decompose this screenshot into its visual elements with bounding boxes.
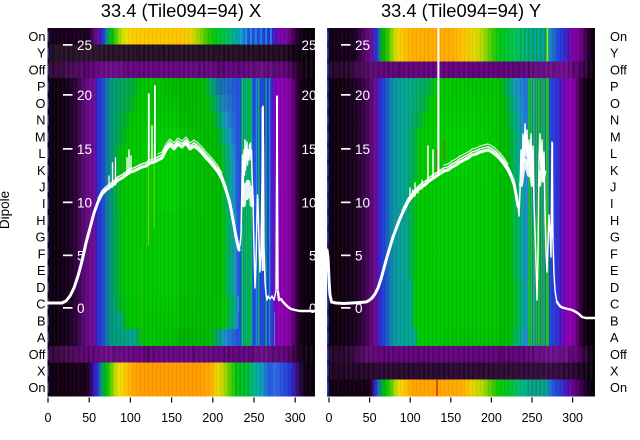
svg-text:J: J <box>610 180 616 195</box>
svg-text:E: E <box>37 263 46 278</box>
svg-text:Y: Y <box>610 46 619 61</box>
svg-text:250: 250 <box>522 411 543 425</box>
svg-text:Off: Off <box>29 62 46 77</box>
svg-text:F: F <box>610 246 618 261</box>
svg-text:P: P <box>610 79 619 94</box>
svg-text:A: A <box>37 330 46 345</box>
svg-text:O: O <box>610 96 620 111</box>
svg-text:On: On <box>610 380 627 395</box>
svg-text:250: 250 <box>244 411 265 425</box>
svg-text:5: 5 <box>309 248 317 263</box>
svg-text:E: E <box>610 263 619 278</box>
svg-text:L: L <box>38 146 45 161</box>
svg-text:C: C <box>36 297 45 312</box>
svg-text:20: 20 <box>77 88 92 103</box>
svg-text:25: 25 <box>355 38 370 53</box>
svg-text:20: 20 <box>301 88 316 103</box>
svg-text:0: 0 <box>309 301 317 316</box>
svg-text:300: 300 <box>285 411 306 425</box>
svg-text:Off: Off <box>610 62 627 77</box>
svg-text:P: P <box>37 79 46 94</box>
svg-text:200: 200 <box>481 411 502 425</box>
svg-text:H: H <box>36 213 45 228</box>
svg-text:L: L <box>610 146 617 161</box>
svg-text:50: 50 <box>82 411 96 425</box>
svg-text:On: On <box>610 29 627 44</box>
svg-text:I: I <box>610 196 614 211</box>
svg-text:K: K <box>37 163 46 178</box>
svg-text:15: 15 <box>77 142 92 157</box>
svg-text:33.4 (Tile094=94) Y: 33.4 (Tile094=94) Y <box>381 0 541 21</box>
svg-text:B: B <box>37 313 46 328</box>
svg-text:100: 100 <box>400 411 421 425</box>
svg-text:0: 0 <box>45 411 52 425</box>
svg-text:10: 10 <box>77 195 92 210</box>
svg-text:20: 20 <box>355 88 370 103</box>
svg-text:H: H <box>610 213 619 228</box>
svg-text:C: C <box>610 297 619 312</box>
svg-text:B: B <box>610 313 619 328</box>
svg-text:On: On <box>28 29 45 44</box>
svg-text:25: 25 <box>301 38 316 53</box>
svg-text:5: 5 <box>355 248 363 263</box>
svg-text:33.4 (Tile094=94) X: 33.4 (Tile094=94) X <box>101 0 261 21</box>
svg-text:Off: Off <box>610 347 627 362</box>
svg-text:50: 50 <box>363 411 377 425</box>
svg-text:Dipole: Dipole <box>0 191 12 229</box>
svg-text:N: N <box>610 113 619 128</box>
svg-text:M: M <box>35 129 46 144</box>
svg-text:150: 150 <box>440 411 461 425</box>
svg-text:I: I <box>42 196 46 211</box>
svg-text:0: 0 <box>326 411 333 425</box>
svg-text:300: 300 <box>562 411 583 425</box>
svg-text:On: On <box>28 380 45 395</box>
svg-text:X: X <box>610 364 619 379</box>
svg-text:G: G <box>610 230 620 245</box>
svg-text:100: 100 <box>120 411 141 425</box>
svg-text:15: 15 <box>301 142 316 157</box>
svg-text:10: 10 <box>355 195 370 210</box>
svg-text:0: 0 <box>77 301 85 316</box>
svg-text:Off: Off <box>29 347 46 362</box>
svg-text:G: G <box>36 230 46 245</box>
svg-text:0: 0 <box>355 301 363 316</box>
svg-text:A: A <box>610 330 619 345</box>
svg-text:D: D <box>36 280 45 295</box>
svg-text:200: 200 <box>202 411 223 425</box>
svg-text:15: 15 <box>355 142 370 157</box>
svg-text:10: 10 <box>301 195 316 210</box>
svg-text:K: K <box>610 163 619 178</box>
svg-text:D: D <box>610 280 619 295</box>
svg-text:25: 25 <box>77 38 92 53</box>
svg-text:X: X <box>37 364 46 379</box>
svg-text:N: N <box>36 113 45 128</box>
svg-text:J: J <box>39 180 45 195</box>
svg-text:5: 5 <box>77 248 85 263</box>
svg-text:O: O <box>36 96 46 111</box>
svg-text:M: M <box>610 129 621 144</box>
svg-text:F: F <box>38 246 46 261</box>
svg-text:Y: Y <box>37 46 46 61</box>
svg-text:150: 150 <box>161 411 182 425</box>
